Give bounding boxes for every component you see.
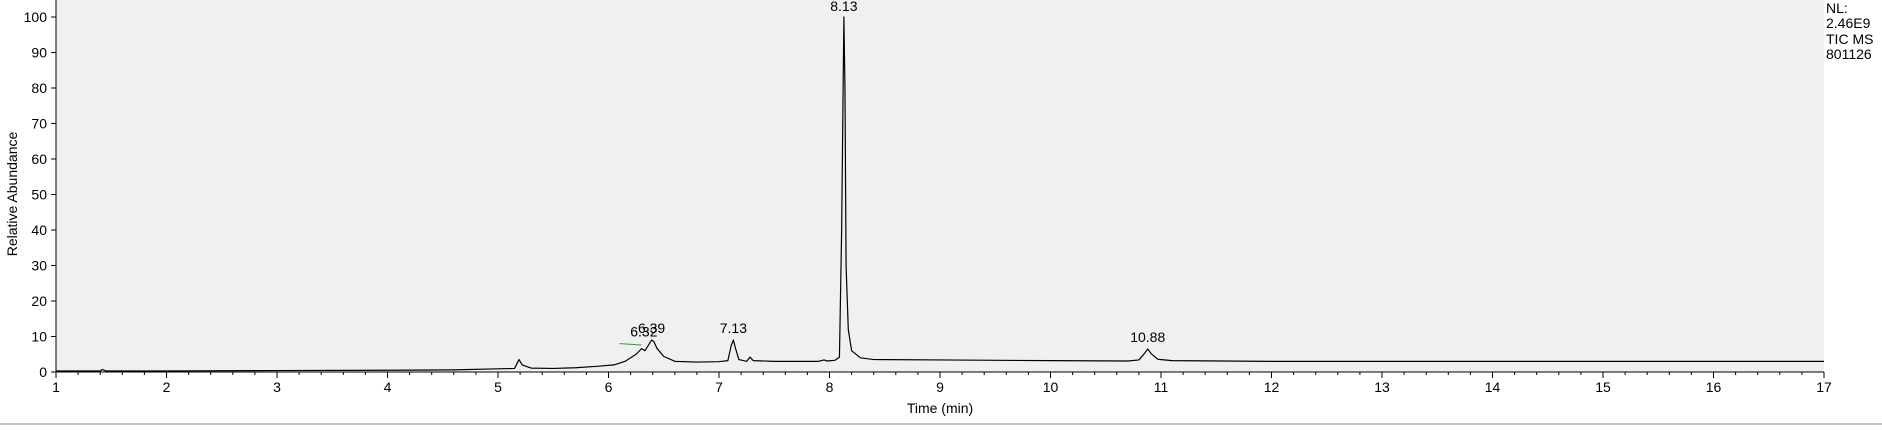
x-tick-label: 17 [1816, 379, 1832, 395]
y-tick-label: 60 [31, 151, 47, 167]
y-tick-label: 100 [24, 9, 48, 25]
info-line-3: TIC MS [1826, 31, 1873, 47]
x-tick-label: 15 [1595, 379, 1611, 395]
peak-label: 6.32 [630, 324, 657, 340]
y-tick-label: 70 [31, 116, 47, 132]
info-block: NL: 2.46E9 TIC MS 801126 [1826, 0, 1873, 62]
x-tick-label: 9 [936, 379, 944, 395]
info-line-1: NL: [1826, 0, 1848, 16]
peak-leader-line [619, 343, 642, 346]
x-tick-label: 3 [273, 379, 281, 395]
y-tick-label: 10 [31, 329, 47, 345]
y-tick-label: 20 [31, 293, 47, 309]
x-tick-label: 4 [384, 379, 392, 395]
x-tick-label: 12 [1264, 379, 1280, 395]
x-tick-label: 16 [1706, 379, 1722, 395]
plot-background [56, 0, 1824, 372]
x-tick-label: 11 [1154, 379, 1169, 395]
x-tick-label: 5 [494, 379, 502, 395]
y-tick-label: 0 [39, 364, 47, 380]
info-line-4: 801126 [1826, 46, 1872, 62]
y-tick-label: 30 [31, 258, 47, 274]
x-tick-label: 2 [163, 379, 171, 395]
labels-layer: 6.326.39 7.13 8.13 10.88 [619, 0, 1165, 346]
y-tick-label: 80 [31, 80, 47, 96]
x-tick-label: 14 [1485, 379, 1501, 395]
y-axis-title: Relative Abundance [4, 132, 20, 257]
x-tick-label: 1 [52, 379, 60, 395]
x-tick-label: 13 [1374, 379, 1390, 395]
y-tick-label: 50 [31, 187, 47, 203]
y-tick-label: 90 [31, 45, 47, 61]
peak-label: 8.13 [830, 0, 857, 14]
x-tick-label: 10 [1043, 379, 1059, 395]
peak-label: 10.88 [1130, 329, 1165, 345]
peak-label: 7.13 [720, 320, 747, 336]
trace-layer [56, 16, 1824, 372]
info-line-2: 2.46E9 [1826, 15, 1871, 31]
x-tick-label: 6 [605, 379, 613, 395]
y-tick-label: 40 [31, 222, 47, 238]
x-axis-title: Time (min) [907, 400, 973, 416]
peak-label: 6.39 [638, 320, 665, 336]
x-tick-label: 7 [715, 379, 723, 395]
x-tick-label: 8 [826, 379, 834, 395]
tic-trace [56, 16, 1824, 372]
